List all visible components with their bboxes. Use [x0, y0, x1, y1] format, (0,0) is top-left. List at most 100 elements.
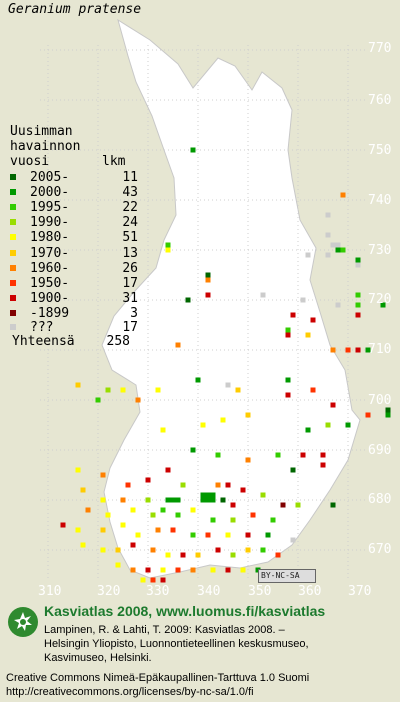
legend-label: 1900-: [30, 291, 70, 306]
observation-square: [85, 507, 91, 513]
legend-row: 1960- 26: [10, 261, 150, 276]
observation-square: [165, 552, 171, 558]
observation-square: [260, 547, 266, 553]
observation-square: [165, 497, 171, 503]
observation-square: [210, 517, 216, 523]
observation-square: [355, 312, 361, 318]
observation-square: [325, 422, 331, 428]
observation-square: [200, 422, 206, 428]
grid-x-label: 360: [298, 584, 322, 599]
legend-heading-3: vuosi: [10, 154, 50, 169]
observation-square: [230, 517, 236, 523]
grid-x-label: 330: [146, 584, 170, 599]
observation-square: [380, 302, 386, 308]
legend-label: 2000-: [30, 185, 70, 200]
observation-square: [160, 507, 166, 513]
legend-count: 17: [122, 276, 138, 291]
observation-square: [340, 192, 346, 198]
legend-label: 1980-: [30, 230, 70, 245]
legend-swatch: [10, 250, 16, 256]
observation-square: [160, 567, 166, 573]
observation-square: [355, 257, 361, 263]
observation-square: [250, 512, 256, 518]
grid-y-label: 710: [368, 342, 392, 357]
legend-total-count: 258: [106, 334, 130, 349]
observation-square: [320, 462, 326, 468]
observation-square: [275, 552, 281, 558]
observation-square: [205, 272, 211, 278]
grid-y-label: 700: [368, 393, 392, 408]
observation-square: [230, 502, 236, 508]
observation-square: [345, 422, 351, 428]
cc-badge[interactable]: BY-NC-SA: [258, 569, 316, 583]
observation-square: [245, 412, 251, 418]
observation-square: [195, 552, 201, 558]
observation-square: [330, 347, 336, 353]
kasviatlas-logo-icon: [8, 607, 38, 637]
observation-square: [200, 492, 206, 498]
observation-square: [105, 387, 111, 393]
legend-row: 1995- 22: [10, 200, 150, 215]
observation-square: [220, 417, 226, 423]
observation-square: [95, 397, 101, 403]
grid-x-label: 370: [348, 584, 372, 599]
observation-square: [200, 497, 206, 503]
observation-square: [175, 342, 181, 348]
footer-citation-2: Helsingin Yliopisto, Luonnontieteellinen…: [44, 638, 309, 650]
observation-square: [330, 242, 336, 248]
observation-square: [145, 497, 151, 503]
observation-square: [305, 252, 311, 258]
observation-square: [190, 507, 196, 513]
legend-swatch: [10, 204, 16, 210]
observation-square: [355, 292, 361, 298]
observation-square: [170, 527, 176, 533]
legend-swatch: [10, 234, 16, 240]
observation-square: [105, 512, 111, 518]
distribution-map: [40, 18, 391, 583]
observation-square: [150, 547, 156, 553]
observation-square: [120, 387, 126, 393]
observation-square: [190, 447, 196, 453]
observation-square: [365, 347, 371, 353]
legend-label: 2005-: [30, 170, 70, 185]
legend-swatch: [10, 174, 16, 180]
observation-square: [355, 262, 361, 268]
observation-square: [300, 452, 306, 458]
footer-license-url: http://creativecommons.org/licenses/by-n…: [6, 686, 254, 698]
legend-row: 2000- 43: [10, 185, 150, 200]
observation-square: [260, 292, 266, 298]
observation-square: [230, 552, 236, 558]
observation-square: [295, 502, 301, 508]
observation-square: [115, 547, 121, 553]
observation-square: [365, 412, 371, 418]
legend-count: 26: [122, 261, 138, 276]
legend-count: 22: [122, 200, 138, 215]
observation-square: [330, 502, 336, 508]
observation-square: [335, 302, 341, 308]
observation-square: [285, 332, 291, 338]
observation-square: [190, 532, 196, 538]
observation-square: [185, 297, 191, 303]
observation-square: [355, 302, 361, 308]
observation-square: [355, 347, 361, 353]
observation-square: [165, 242, 171, 248]
observation-square: [175, 567, 181, 573]
observation-square: [310, 387, 316, 393]
observation-square: [345, 347, 351, 353]
observation-square: [300, 297, 306, 303]
observation-layer: [60, 147, 391, 583]
legend-row: ??? 17: [10, 320, 150, 335]
observation-square: [180, 482, 186, 488]
legend-label: 1950-: [30, 276, 70, 291]
legend-label: 1960-: [30, 261, 70, 276]
observation-square: [245, 457, 251, 463]
legend-row: 2005- 11: [10, 170, 150, 185]
legend-row: 1900- 31: [10, 291, 150, 306]
footer-citation-1: Lampinen, R. & Lahti, T. 2009: Kasviatla…: [44, 624, 285, 636]
grid-y-label: 740: [368, 193, 392, 208]
observation-square: [135, 532, 141, 538]
observation-square: [100, 527, 106, 533]
legend-heading-2: havainnon: [10, 139, 81, 154]
observation-square: [140, 577, 146, 583]
legend-count: 11: [122, 170, 138, 185]
